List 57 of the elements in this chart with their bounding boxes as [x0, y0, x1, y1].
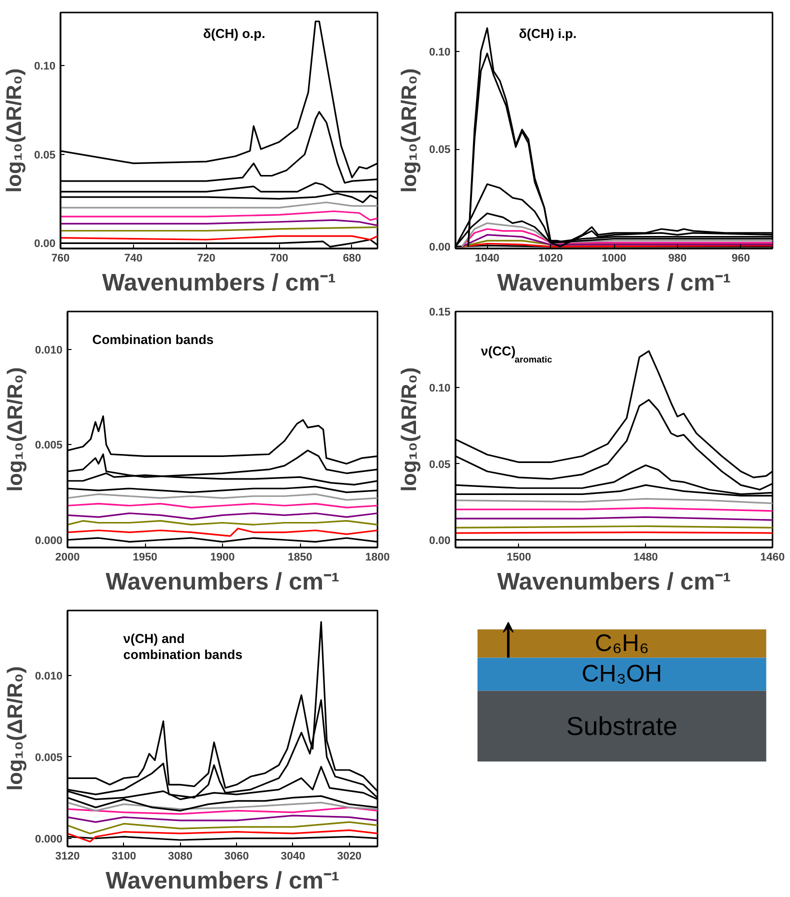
- y-tick-label: 0.05: [34, 149, 56, 162]
- text: ν(CH) and combination bands: [123, 630, 242, 662]
- x-tick-label: 1480: [633, 552, 658, 564]
- x-axis-title: Wavenumbers / cm⁻¹: [497, 270, 731, 296]
- y-tick-label: 0.15: [429, 306, 451, 318]
- text: δ(CH) i.p.: [518, 26, 577, 41]
- x-tick-label: 680: [342, 252, 362, 264]
- y-tick-label: 0.005: [34, 440, 63, 452]
- x-tick-label: 3060: [224, 850, 249, 862]
- y-tick-label: 0.00: [429, 242, 451, 254]
- x-tick-label: 3120: [55, 850, 80, 862]
- y-axis-title: log₁₀(ΔR/R₀): [4, 666, 27, 791]
- x-tick-label: 1000: [602, 252, 626, 264]
- x-tick-label: 1900: [210, 552, 235, 564]
- text: δ(CH) o.p.: [203, 26, 266, 41]
- x-tick-label: 960: [732, 252, 750, 264]
- x-tick-label: 720: [197, 252, 216, 264]
- y-tick-label: 0.000: [34, 534, 63, 547]
- x-tick-label: 980: [668, 252, 687, 264]
- x-tick-label: 760: [51, 252, 70, 264]
- x-tick-label: 700: [270, 252, 288, 264]
- x-tick-label: 740: [124, 252, 143, 264]
- x-tick-label: 1460: [760, 552, 785, 564]
- x-tick-label: 1020: [538, 252, 563, 264]
- y-tick-label: 0.000: [34, 833, 63, 846]
- x-tick-label: 1040: [474, 252, 500, 264]
- x-tick-label: 1800: [365, 552, 390, 564]
- x-tick-label: 1500: [506, 552, 532, 564]
- text: Substrate: [566, 711, 678, 742]
- y-tick-label: 0.10: [34, 60, 56, 73]
- y-axis-title: log₁₀(ΔR/R₀): [398, 68, 422, 193]
- x-axis-title: Wavenumbers / cm⁻¹: [102, 270, 336, 296]
- x-tick-label: 3020: [337, 850, 362, 862]
- y-tick-label: 0.10: [429, 46, 451, 59]
- y-tick-label: 0.00: [34, 238, 56, 250]
- x-axis-title: Wavenumbers / cm⁻¹: [497, 568, 731, 596]
- y-tick-label: 0.00: [429, 534, 451, 547]
- y-tick-label: 0.010: [34, 670, 63, 683]
- text: Combination bands: [92, 332, 214, 347]
- y-tick-label: 0.005: [34, 752, 63, 764]
- x-axis-title: Wavenumbers / cm⁻¹: [106, 868, 340, 894]
- x-tick-label: 3040: [280, 850, 306, 862]
- text: C₆H₆: [594, 630, 649, 658]
- y-axis-title: log₁₀(ΔR/R₀): [4, 367, 27, 492]
- y-tick-label: 0.05: [429, 458, 451, 471]
- y-axis-title: log₁₀(ΔR/R₀): [398, 367, 422, 492]
- y-tick-label: 0.10: [429, 382, 451, 395]
- text: CH₃OH: [582, 660, 662, 688]
- y-tick-label: 0.05: [429, 144, 451, 156]
- y-tick-label: 0.010: [34, 344, 63, 357]
- y-axis-title: log₁₀(ΔR/R₀): [3, 68, 26, 193]
- x-axis-title: Wavenumbers / cm⁻¹: [106, 568, 340, 596]
- x-tick-label: 3100: [112, 850, 136, 862]
- x-tick-label: 3080: [168, 850, 192, 862]
- x-tick-label: 1850: [288, 552, 312, 564]
- x-tick-label: 1950: [132, 552, 158, 564]
- x-tick-label: 2000: [55, 552, 80, 564]
